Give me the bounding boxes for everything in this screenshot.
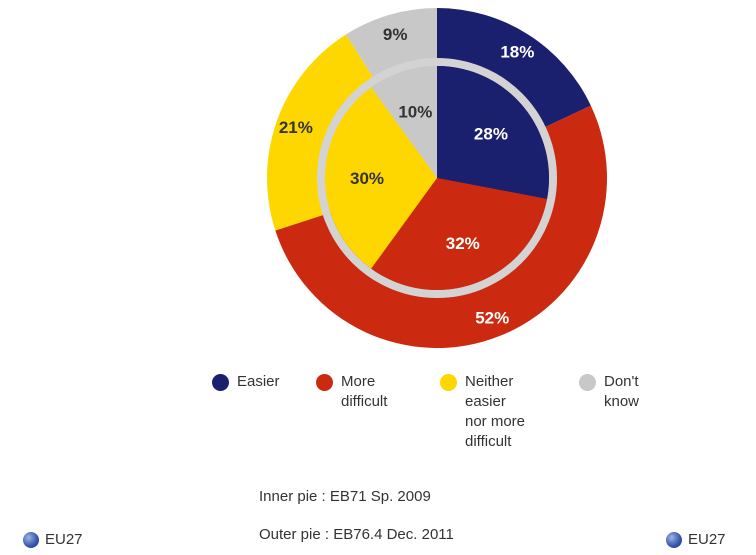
legend-label-neither: Neither easier nor more difficult	[465, 373, 526, 450]
legend-item-neither: Neither easier nor more difficult	[440, 372, 525, 452]
region-label-left: EU27	[23, 531, 83, 548]
legend-swatch-neither	[440, 374, 457, 391]
source-inner-label: Inner pie :	[259, 488, 326, 505]
inner-slice-easier	[437, 66, 549, 199]
inner-slice-neither-easier-nor-more-difficult	[325, 87, 437, 269]
legend-label-more-difficult: More difficult	[341, 373, 388, 410]
inner-value-label-don-t-know: 10%	[398, 102, 432, 121]
legend-item-easier: Easier	[212, 372, 280, 392]
outer-value-label-more-difficult: 52%	[475, 308, 509, 327]
outer-value-label-neither-easier-nor-more-difficult: 21%	[279, 118, 313, 137]
inner-value-label-neither-easier-nor-more-difficult: 30%	[350, 169, 384, 188]
inner-value-label-more-difficult: 32%	[446, 234, 480, 253]
region-text-right: EU27	[688, 531, 726, 548]
region-text-left: EU27	[45, 531, 83, 548]
inner-slice-don-t-know	[371, 66, 437, 178]
legend-item-dont-know: Don't know	[579, 372, 639, 412]
legend-label-easier: Easier	[237, 373, 280, 390]
source-outer-label: Outer pie :	[259, 526, 330, 543]
outer-value-label-don-t-know: 9%	[383, 25, 408, 44]
legend-label-dont-know: Don't know	[604, 373, 640, 410]
source-outer-value: EB76.4 Dec. 2011	[333, 526, 454, 543]
outer-value-label-easier: 18%	[500, 42, 534, 61]
legend-item-more-difficult: More difficult	[316, 372, 387, 412]
legend: Easier More difficult Neither easier nor…	[212, 372, 692, 482]
source-outer-pie: Outer pie : EB76.4 Dec. 2011	[259, 526, 454, 543]
inner-value-label-easier: 28%	[474, 124, 508, 143]
legend-swatch-easier	[212, 374, 229, 391]
inner-slice-more-difficult	[371, 178, 548, 290]
region-label-right: EU27	[666, 531, 726, 548]
legend-swatch-more-difficult	[316, 374, 333, 391]
globe-icon	[23, 531, 39, 548]
globe-icon	[666, 531, 682, 548]
source-inner-pie: Inner pie : EB71 Sp. 2009	[259, 488, 431, 505]
legend-swatch-dont-know	[579, 374, 596, 391]
ring-separator	[317, 58, 557, 298]
source-inner-value: EB71 Sp. 2009	[329, 488, 431, 505]
